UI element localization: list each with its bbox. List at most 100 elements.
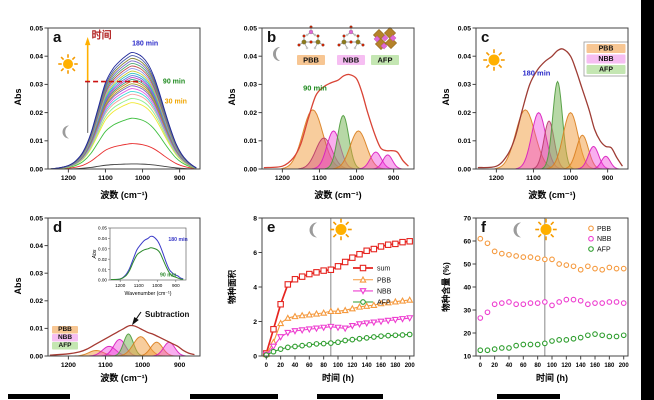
inset-curve-label: 180 min	[168, 237, 187, 243]
data-point-marker	[391, 316, 399, 324]
species-chip-label: PBB	[58, 326, 72, 333]
y-tick-label: 0.00	[244, 166, 257, 173]
data-point-marker	[341, 325, 349, 333]
spectrum-curve	[49, 117, 197, 170]
data-point-marker	[327, 307, 335, 314]
data-point-marker	[577, 297, 584, 304]
data-point-marker	[570, 296, 577, 303]
y-tick-label: 20	[463, 330, 471, 337]
data-point-marker	[312, 325, 321, 333]
data-point-marker	[599, 300, 606, 306]
spectrum-curve	[49, 143, 197, 170]
data-point-marker	[391, 297, 399, 305]
data-point-marker	[477, 235, 484, 242]
svg-text:1200: 1200	[115, 283, 126, 288]
curve-time-label: 180 min	[132, 40, 158, 47]
data-point-marker	[270, 326, 277, 333]
series-afp	[477, 331, 627, 354]
y-tick-label: 10	[463, 353, 471, 360]
y-tick-label: 0.01	[30, 138, 43, 145]
curve-time-label: 30 min	[165, 98, 187, 105]
spectrum-curve	[49, 102, 197, 170]
panel-f: 物种含量 (%) PBB NBB AFP 0 20 40 60 80 100 120 140 160 1…	[434, 206, 646, 394]
data-point-marker	[334, 307, 342, 314]
x-tick-label: 60	[520, 363, 527, 368]
x-tick-label: 1000	[349, 175, 364, 182]
data-point-marker	[549, 302, 555, 309]
y-tick-label: 0.00	[458, 166, 471, 173]
x-tick-label: 100	[333, 363, 344, 368]
panel-a-plot: 时间 180 min 90 min 30 min 1200 1100 1000 900 0.00…	[30, 25, 201, 182]
data-point-marker	[549, 256, 555, 263]
spectrum-curve	[49, 163, 197, 170]
molecule-icon	[372, 26, 398, 51]
species-chip-nbb	[586, 54, 626, 64]
data-point-marker	[534, 300, 541, 306]
y-tick-label: 0.02	[244, 110, 257, 117]
data-point-marker	[484, 240, 491, 247]
y-tick-label: 30	[463, 307, 471, 314]
y-axis-label: Abs	[13, 277, 23, 295]
y-tick-label: 2	[253, 319, 257, 326]
gaussian-components	[280, 109, 404, 170]
y-tick-label: 0.03	[458, 82, 471, 89]
data-point-marker	[585, 332, 591, 339]
data-point-marker	[620, 332, 627, 339]
species-chip-label: NBB	[598, 56, 613, 63]
data-point-marker	[563, 296, 570, 303]
x-tick-label: 0	[479, 363, 483, 368]
inset-plot: 0.00 0.01 0.02 0.03 0.04 0.05 1200 1100 1000 900 1…	[92, 226, 188, 297]
x-axis-label: 波数 (cm⁻¹)	[314, 190, 362, 200]
panel-d: Abs PBB NBB AFP Subtraction 0.00 0.01 0.02 0.03…	[6, 206, 218, 394]
x-tick-label: 1200	[61, 175, 76, 182]
y-tick-label: 0.05	[30, 215, 43, 222]
y-axis-label: 物种面积	[227, 270, 237, 305]
data-point-marker	[363, 302, 371, 309]
y-tick-label: 0.00	[30, 166, 43, 173]
data-point-marker	[506, 345, 512, 351]
species-chip-pbb	[297, 55, 325, 65]
svg-text:0.01: 0.01	[98, 267, 107, 272]
x-tick-label: 1100	[312, 175, 327, 182]
y-axis-label: Abs	[441, 88, 451, 106]
data-point-marker	[549, 338, 555, 344]
data-point-marker	[484, 347, 491, 354]
panel-letter: e	[267, 219, 276, 236]
moon-icon	[62, 125, 69, 139]
y-tick-label: 0.03	[30, 271, 43, 278]
x-tick-label: 900	[388, 175, 400, 182]
legend-label: NBB	[597, 236, 612, 243]
data-point-marker	[406, 296, 414, 303]
x-tick-label: 80	[534, 363, 541, 368]
data-point-marker	[620, 300, 627, 306]
panel-b-plot: 90 min PBB NBB AFP 1200 1100 1000 900 0.00 0.01 0.…	[244, 25, 415, 182]
legend-label: sum	[377, 266, 390, 273]
data-point-marker	[398, 316, 407, 323]
species-chip-afp	[52, 342, 78, 350]
x-tick-label: 120	[561, 363, 572, 368]
x-tick-label: 1100	[526, 175, 541, 182]
data-point-marker	[377, 299, 385, 307]
panel-letter: f	[481, 219, 486, 236]
data-point-marker	[592, 300, 598, 306]
data-point-marker	[491, 248, 498, 255]
species-chip-pbb	[52, 326, 78, 334]
data-point-marker	[498, 345, 505, 351]
data-point-marker	[298, 273, 306, 280]
data-point-marker	[577, 266, 584, 273]
data-point-marker	[588, 246, 594, 252]
y-tick-label: 0	[253, 353, 257, 360]
data-point-marker	[341, 306, 349, 314]
data-point-marker	[269, 343, 278, 351]
data-point-marker	[613, 265, 620, 272]
data-point-marker	[599, 266, 606, 273]
data-point-marker	[384, 241, 392, 248]
curve-time-label: 90 min	[303, 84, 327, 93]
x-tick-label: 180	[390, 363, 401, 368]
svg-text:0.04: 0.04	[98, 236, 107, 241]
x-tick-label: 200	[619, 363, 630, 368]
y-axis-label: 物种含量 (%)	[441, 262, 451, 312]
data-point-marker	[284, 314, 292, 321]
data-point-marker	[291, 275, 299, 283]
spectrum-curve	[49, 77, 197, 170]
